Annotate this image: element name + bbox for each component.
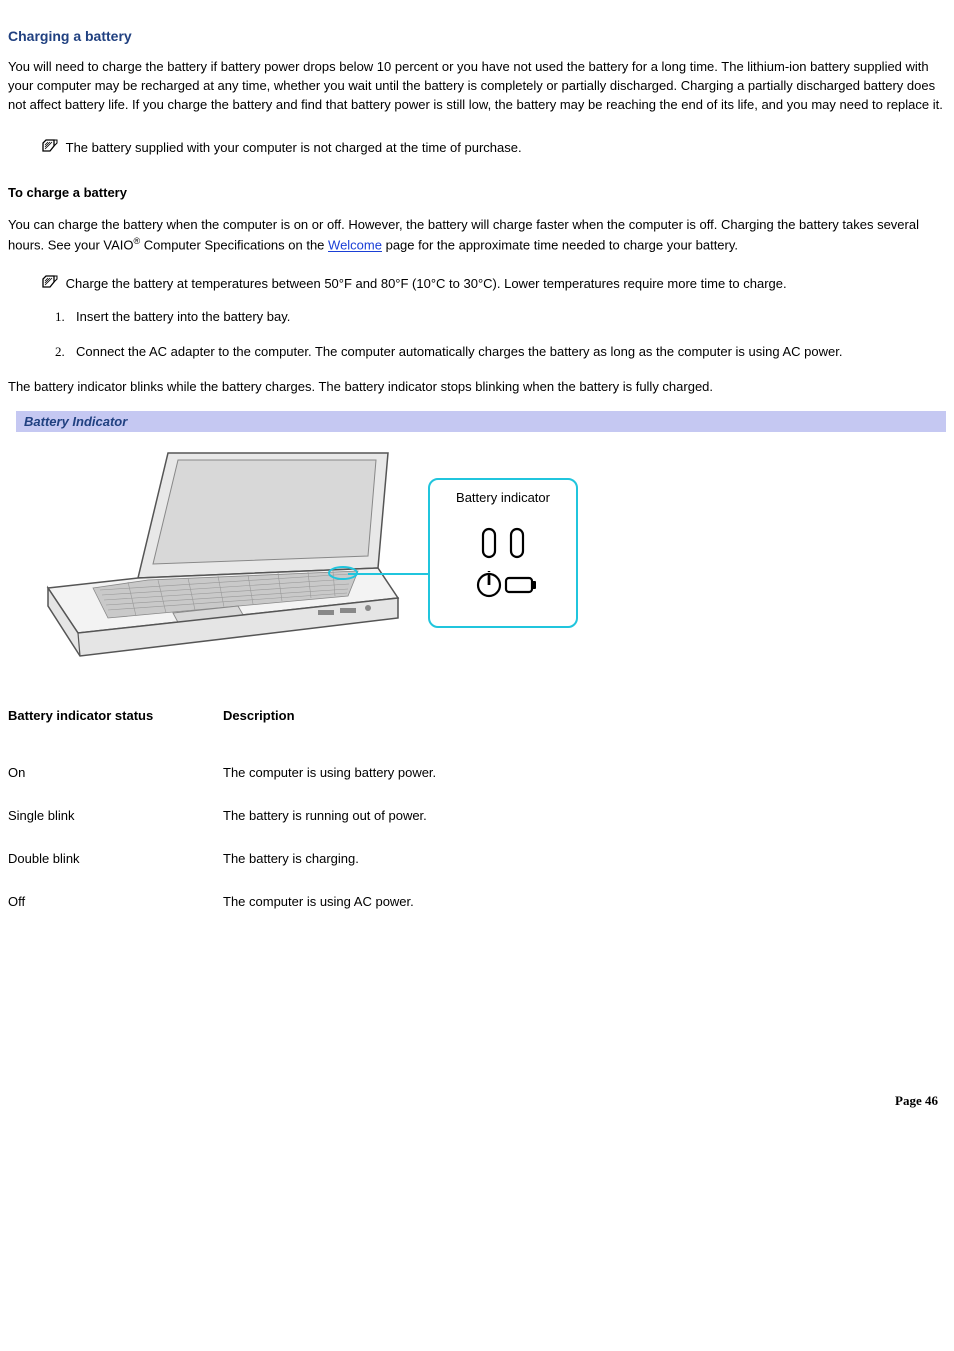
hand-note-icon	[40, 279, 64, 294]
callout-label: Battery indicator	[430, 490, 576, 505]
table-header-desc: Description	[223, 708, 448, 751]
subheading-charge: To charge a battery	[8, 184, 946, 203]
step-item: Insert the battery into the battery bay.	[68, 308, 946, 327]
indicator-paragraph: The battery indicator blinks while the b…	[8, 378, 946, 397]
callout-line	[348, 573, 428, 575]
note-purchase: The battery supplied with your computer …	[8, 137, 946, 158]
section-title: Charging a battery	[8, 28, 946, 44]
callout-box: Battery indicator	[428, 478, 578, 628]
table-row: Single blinkThe battery is running out o…	[8, 794, 448, 837]
charge-paragraph: You can charge the battery when the comp…	[8, 216, 946, 255]
battery-indicator-diagram: Battery indicator	[18, 438, 568, 688]
step-item: Connect the AC adapter to the computer. …	[68, 343, 946, 362]
table-row: Double blinkThe battery is charging.	[8, 837, 448, 880]
table-row: OffThe computer is using AC power.	[8, 880, 448, 923]
hand-note-icon	[40, 143, 64, 158]
note-text: The battery supplied with your computer …	[66, 140, 522, 155]
intro-paragraph: You will need to charge the battery if b…	[8, 58, 946, 115]
page-number: Page 46	[895, 1093, 938, 1109]
table-header-status: Battery indicator status	[8, 708, 223, 751]
status-table: Battery indicator status Description OnT…	[8, 708, 448, 923]
note-text: Charge the battery at temperatures betwe…	[66, 276, 787, 291]
table-row: OnThe computer is using battery power.	[8, 751, 448, 794]
note-temperature: Charge the battery at temperatures betwe…	[8, 273, 946, 294]
steps-list: Insert the battery into the battery bay.…	[8, 308, 946, 362]
welcome-link[interactable]: Welcome	[328, 238, 382, 253]
figure-title-bar: Battery Indicator	[16, 411, 946, 432]
